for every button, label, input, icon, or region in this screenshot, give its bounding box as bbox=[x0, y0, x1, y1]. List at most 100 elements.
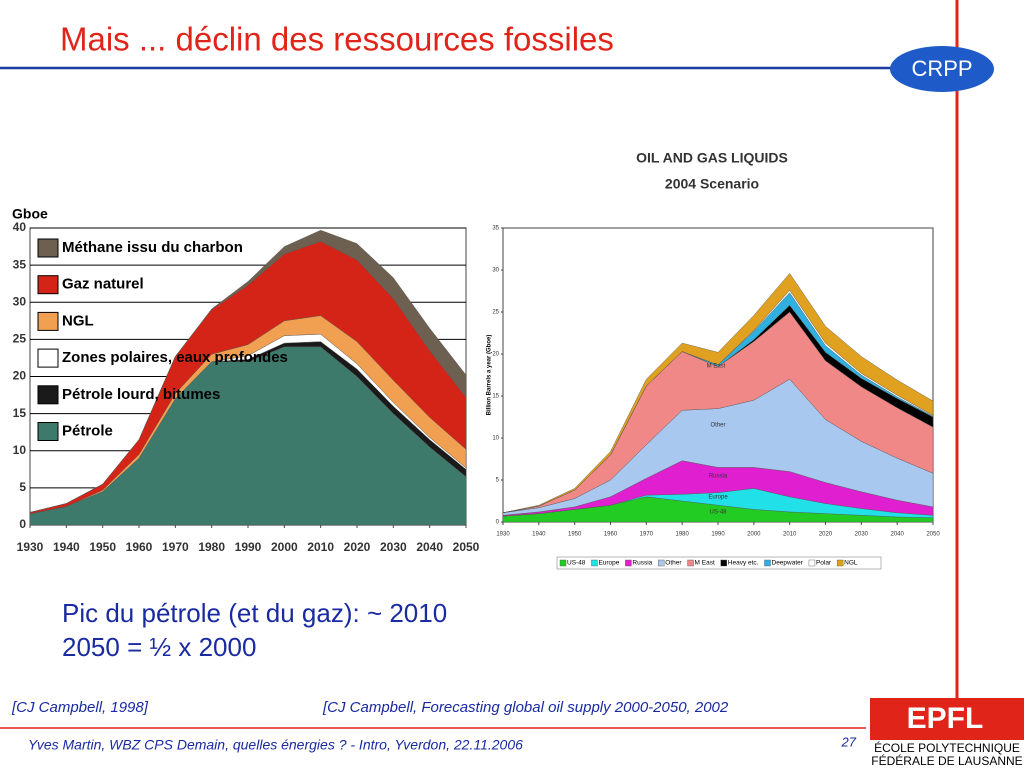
y-tick-label: 10 bbox=[492, 436, 499, 442]
area bbox=[29, 230, 467, 513]
legend-frame bbox=[556, 556, 882, 570]
x-tick-label: 2030 bbox=[380, 540, 407, 554]
y-tick-label: 5 bbox=[496, 478, 500, 484]
legend-swatch bbox=[808, 559, 816, 567]
x-tick-label: 2050 bbox=[926, 532, 940, 538]
x-tick-label: 2020 bbox=[819, 532, 833, 538]
legend-label: Zones polaires, eaux profondes bbox=[62, 349, 288, 366]
legend-label: Méthane issu du charbon bbox=[62, 239, 243, 256]
y-tick-label: 30 bbox=[13, 294, 27, 308]
y-tick-label: 40 bbox=[13, 220, 27, 234]
x-tick-label: 1970 bbox=[162, 540, 189, 554]
legend-label: Pétrole bbox=[62, 422, 113, 439]
y-tick-label: 25 bbox=[492, 310, 499, 316]
x-tick-label: 1940 bbox=[53, 540, 80, 554]
epfl-mark: EPFL bbox=[907, 702, 984, 735]
x-tick-label: 1980 bbox=[675, 532, 689, 538]
legend-label: M East bbox=[695, 560, 715, 567]
chart-title: OIL AND GAS LIQUIDS bbox=[636, 150, 788, 166]
epfl-line: FÉDÉRALE DE LAUSANNE bbox=[871, 753, 1022, 768]
page-number: 27 bbox=[841, 734, 857, 749]
y-tick-label: 5 bbox=[19, 480, 26, 494]
footer: Yves Martin, WBZ CPS Demain, quelles éne… bbox=[28, 737, 523, 753]
y-tick-label: 35 bbox=[492, 226, 499, 232]
x-tick-label: 1970 bbox=[640, 532, 654, 538]
y-axis-label: Billion Barrels a year (Gboe) bbox=[487, 335, 493, 416]
y-tick-label: 35 bbox=[13, 257, 27, 271]
area bbox=[502, 273, 934, 513]
x-tick-label: 1990 bbox=[235, 540, 262, 554]
x-tick-label: 1930 bbox=[496, 532, 510, 538]
y-tick-label: 15 bbox=[13, 406, 27, 420]
slide-title: Mais ... déclin des ressources fossiles bbox=[60, 21, 614, 58]
legend-swatch bbox=[37, 275, 59, 295]
legend-label: Polar bbox=[816, 560, 832, 567]
x-tick-label: 2010 bbox=[783, 532, 797, 538]
epfl-line: ÉCOLE POLYTECHNIQUE bbox=[874, 740, 1020, 755]
legend-swatch bbox=[37, 311, 59, 331]
y-axis-label: Gboe bbox=[12, 206, 48, 222]
x-tick-label: 2000 bbox=[747, 532, 761, 538]
legend-swatch bbox=[37, 422, 59, 441]
y-tick-label: 25 bbox=[13, 332, 27, 346]
annotation: Russia bbox=[709, 474, 728, 480]
x-tick-label: 1980 bbox=[198, 540, 225, 554]
x-tick-label: 1950 bbox=[568, 532, 582, 538]
legend-swatch bbox=[720, 559, 727, 567]
legend-swatch bbox=[836, 559, 844, 567]
x-tick-label: 2000 bbox=[271, 540, 298, 554]
y-tick-label: 0 bbox=[496, 520, 500, 526]
x-tick-label: 1990 bbox=[711, 532, 725, 538]
x-tick-label: 2040 bbox=[416, 540, 443, 554]
x-tick-label: 1950 bbox=[89, 540, 116, 554]
legend-swatch bbox=[625, 559, 632, 567]
citation: [CJ Campbell, Forecasting global oil sup… bbox=[322, 699, 729, 716]
annotation: M East bbox=[707, 364, 726, 370]
x-tick-label: 1930 bbox=[17, 540, 44, 554]
body-line: Pic du pétrole (et du gaz): ~ 2010 bbox=[62, 598, 447, 628]
y-tick-label: 30 bbox=[492, 268, 499, 274]
annotation: Other bbox=[710, 423, 725, 429]
x-tick-label: 2010 bbox=[307, 540, 334, 554]
x-tick-label: 2040 bbox=[890, 532, 904, 538]
x-tick-label: 1960 bbox=[126, 540, 153, 554]
legend-label: Russia bbox=[632, 560, 652, 567]
legend-label: US-48 bbox=[567, 560, 586, 567]
legend-label: Pétrole lourd, bitumes bbox=[62, 386, 220, 403]
legend-label: Gaz naturel bbox=[62, 276, 144, 293]
legend-swatch bbox=[658, 559, 665, 567]
legend-swatch bbox=[37, 238, 59, 258]
legend-swatch bbox=[37, 385, 59, 405]
x-tick-label: 1940 bbox=[532, 532, 546, 538]
legend-swatch bbox=[687, 559, 694, 567]
legend-label: Other bbox=[665, 560, 682, 567]
legend-swatch bbox=[559, 559, 567, 567]
crpp-logo bbox=[890, 46, 994, 92]
legend-label: Europe bbox=[598, 560, 619, 567]
body-line: 2050 = ½ x 2000 bbox=[62, 632, 256, 662]
x-tick-label: 2020 bbox=[344, 540, 371, 554]
x-tick-label: 1960 bbox=[604, 532, 618, 538]
chart-subtitle: 2004 Scenario bbox=[665, 176, 759, 192]
legend-swatch bbox=[591, 559, 598, 567]
x-tick-label: 2030 bbox=[855, 532, 869, 538]
y-tick-label: 20 bbox=[492, 352, 499, 358]
legend-label: Heavy etc. bbox=[728, 560, 759, 567]
crpp-text: CRPP bbox=[911, 56, 972, 81]
y-tick-label: 15 bbox=[492, 394, 499, 400]
y-tick-label: 20 bbox=[13, 369, 27, 383]
annotation: US-48 bbox=[709, 510, 727, 516]
y-tick-label: 0 bbox=[19, 517, 26, 531]
legend-label: Deepwater bbox=[772, 560, 804, 567]
legend-swatch bbox=[764, 559, 771, 567]
citation: [CJ Campbell, 1998] bbox=[11, 699, 149, 716]
epfl-logo bbox=[870, 698, 1024, 740]
y-tick-label: 10 bbox=[13, 443, 27, 457]
annotation: Europe bbox=[708, 495, 728, 501]
x-tick-label: 2050 bbox=[453, 540, 480, 554]
legend-label: NGL bbox=[844, 560, 858, 567]
legend-swatch bbox=[37, 348, 59, 368]
legend-label: NGL bbox=[62, 312, 94, 329]
